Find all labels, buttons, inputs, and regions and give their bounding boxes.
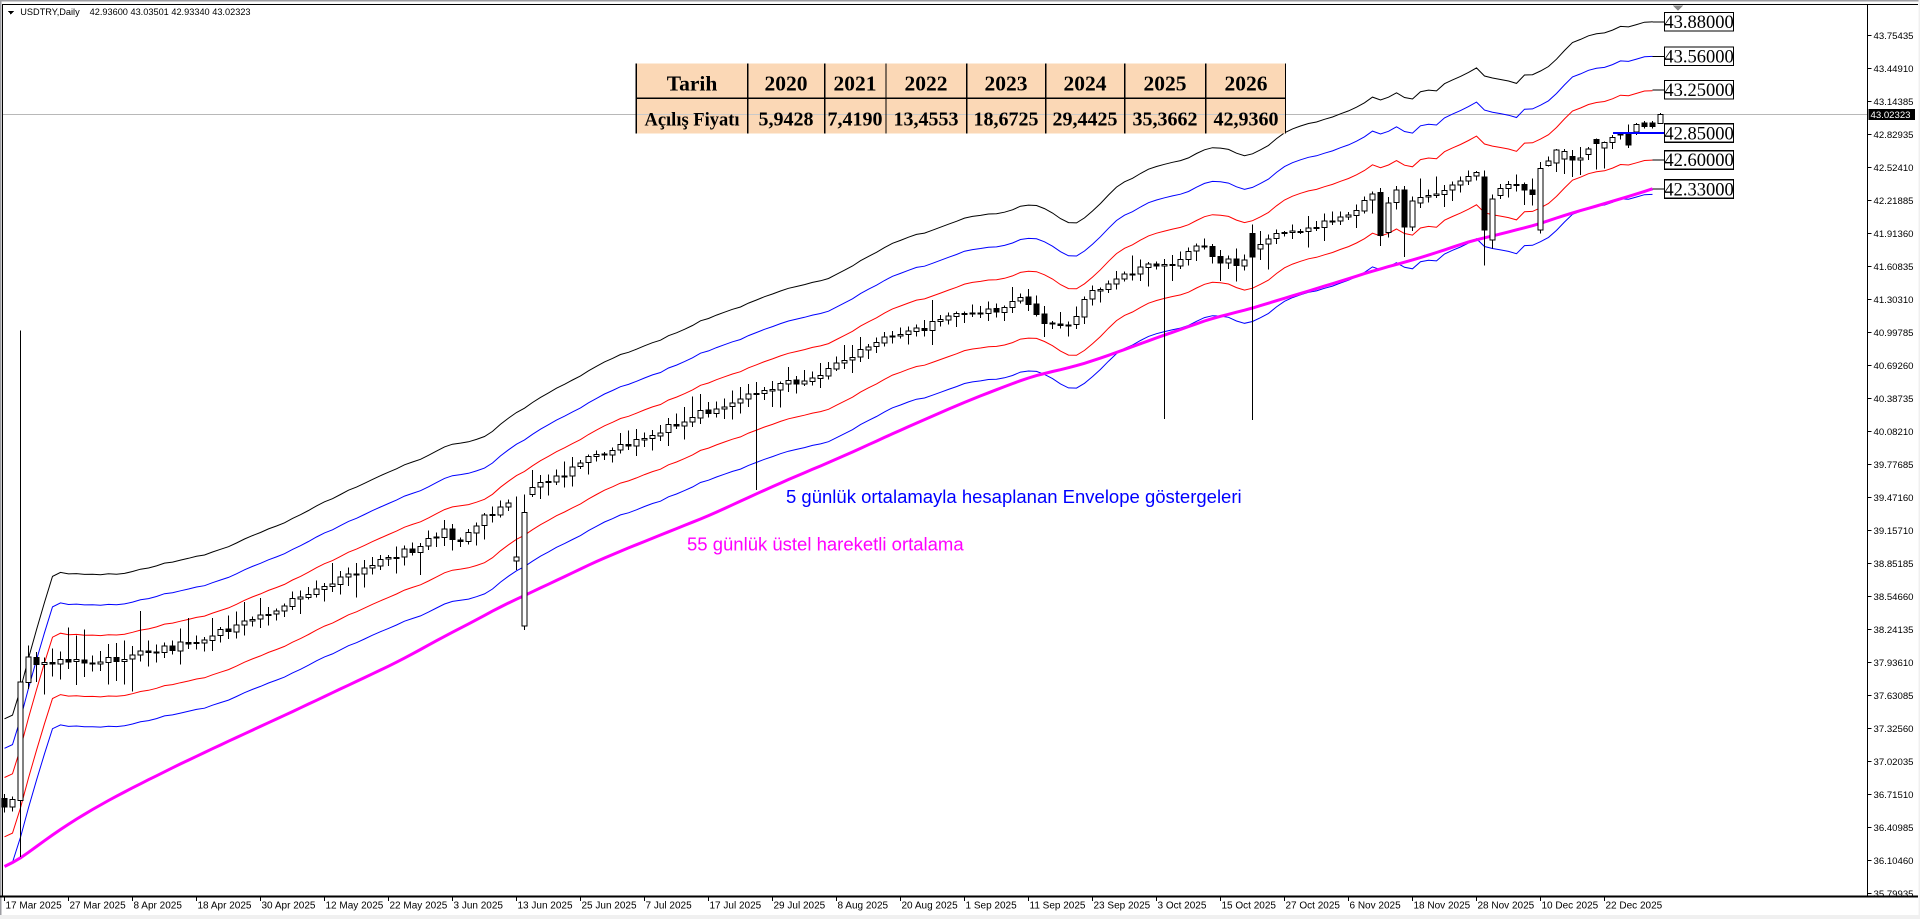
svg-text:18,6725: 18,6725 xyxy=(974,109,1039,131)
svg-text:42.93600 43.03501 42.93340 43.: 42.93600 43.03501 42.93340 43.02323 xyxy=(90,7,251,17)
svg-text:36.71510: 36.71510 xyxy=(1874,790,1914,801)
svg-text:38.54660: 38.54660 xyxy=(1874,592,1914,603)
svg-text:2022: 2022 xyxy=(905,72,948,96)
svg-text:3 Jun 2025: 3 Jun 2025 xyxy=(454,901,504,912)
svg-text:41.91360: 41.91360 xyxy=(1874,229,1914,240)
svg-text:42.52410: 42.52410 xyxy=(1874,163,1914,174)
svg-text:22 Dec 2025: 22 Dec 2025 xyxy=(1606,901,1663,912)
svg-text:30 Apr 2025: 30 Apr 2025 xyxy=(262,901,316,912)
svg-text:7,4190: 7,4190 xyxy=(828,109,883,131)
svg-text:28 Nov 2025: 28 Nov 2025 xyxy=(1478,901,1535,912)
svg-text:13,4553: 13,4553 xyxy=(894,109,959,131)
svg-text:11 Sep 2025: 11 Sep 2025 xyxy=(1030,901,1086,912)
svg-text:27 Mar 2025: 27 Mar 2025 xyxy=(70,901,127,912)
svg-text:37.93610: 37.93610 xyxy=(1874,658,1914,669)
svg-text:8 Aug 2025: 8 Aug 2025 xyxy=(838,901,889,912)
svg-text:43.75435: 43.75435 xyxy=(1874,31,1914,42)
svg-text:5 günlük ortalamayla hesaplana: 5 günlük ortalamayla hesaplanan Envelope… xyxy=(786,486,1242,507)
svg-text:38.24135: 38.24135 xyxy=(1874,625,1914,636)
svg-text:42.85000: 42.85000 xyxy=(1664,124,1733,144)
svg-text:40.69260: 40.69260 xyxy=(1874,361,1914,372)
svg-text:2021: 2021 xyxy=(834,72,877,96)
svg-text:35.79935: 35.79935 xyxy=(1874,889,1914,900)
svg-text:42.60000: 42.60000 xyxy=(1664,151,1733,171)
svg-text:6 Nov 2025: 6 Nov 2025 xyxy=(1350,901,1402,912)
svg-text:5,9428: 5,9428 xyxy=(759,109,814,131)
svg-text:43.56000: 43.56000 xyxy=(1664,48,1733,68)
svg-text:37.32560: 37.32560 xyxy=(1874,724,1914,735)
svg-text:2025: 2025 xyxy=(1144,72,1187,96)
svg-text:55 günlük üstel hareketli orta: 55 günlük üstel hareketli ortalama xyxy=(687,534,964,555)
svg-text:20 Aug 2025: 20 Aug 2025 xyxy=(902,901,959,912)
svg-text:Açılış Fiyatı: Açılış Fiyatı xyxy=(644,111,739,131)
svg-text:39.47160: 39.47160 xyxy=(1874,493,1914,504)
svg-text:18 Apr 2025: 18 Apr 2025 xyxy=(198,901,252,912)
svg-text:2023: 2023 xyxy=(985,72,1028,96)
svg-text:43.88000: 43.88000 xyxy=(1664,13,1733,33)
svg-text:2026: 2026 xyxy=(1225,72,1268,96)
svg-text:25 Jun 2025: 25 Jun 2025 xyxy=(582,901,637,912)
svg-text:29 Jul 2025: 29 Jul 2025 xyxy=(774,901,826,912)
svg-text:39.77685: 39.77685 xyxy=(1874,460,1914,471)
svg-text:17 Jul 2025: 17 Jul 2025 xyxy=(710,901,762,912)
svg-text:12 May 2025: 12 May 2025 xyxy=(326,901,384,912)
svg-text:35,3662: 35,3662 xyxy=(1133,109,1198,131)
svg-text:27 Oct 2025: 27 Oct 2025 xyxy=(1286,901,1341,912)
svg-text:42.21885: 42.21885 xyxy=(1874,196,1914,207)
svg-text:42.33000: 42.33000 xyxy=(1664,180,1733,200)
svg-text:36.40985: 36.40985 xyxy=(1874,823,1914,834)
svg-text:2020: 2020 xyxy=(765,72,808,96)
svg-text:7 Jul 2025: 7 Jul 2025 xyxy=(646,901,693,912)
svg-text:43.44910: 43.44910 xyxy=(1874,64,1914,75)
svg-text:40.08210: 40.08210 xyxy=(1874,427,1914,438)
svg-text:Tarih: Tarih xyxy=(667,72,718,96)
svg-text:3 Oct 2025: 3 Oct 2025 xyxy=(1158,901,1207,912)
svg-text:1 Sep 2025: 1 Sep 2025 xyxy=(966,901,1018,912)
svg-text:43.02323: 43.02323 xyxy=(1871,110,1911,121)
svg-text:41.30310: 41.30310 xyxy=(1874,295,1914,306)
svg-text:39.15710: 39.15710 xyxy=(1874,526,1914,537)
svg-text:42,9360: 42,9360 xyxy=(1214,109,1279,131)
svg-text:42.82935: 42.82935 xyxy=(1874,130,1914,141)
svg-text:23 Sep 2025: 23 Sep 2025 xyxy=(1094,901,1151,912)
svg-text:17 Mar 2025: 17 Mar 2025 xyxy=(6,901,63,912)
svg-text:36.10460: 36.10460 xyxy=(1874,856,1914,867)
svg-text:43.14385: 43.14385 xyxy=(1874,97,1914,108)
svg-text:18 Nov 2025: 18 Nov 2025 xyxy=(1414,901,1471,912)
svg-text:15 Oct 2025: 15 Oct 2025 xyxy=(1222,901,1277,912)
svg-text:8 Apr 2025: 8 Apr 2025 xyxy=(134,901,183,912)
svg-text:29,4425: 29,4425 xyxy=(1053,109,1118,131)
svg-text:USDTRY,Daily: USDTRY,Daily xyxy=(20,7,80,17)
svg-text:40.38735: 40.38735 xyxy=(1874,394,1914,405)
svg-text:37.02035: 37.02035 xyxy=(1874,757,1914,768)
svg-text:41.60835: 41.60835 xyxy=(1874,262,1914,273)
svg-text:13 Jun 2025: 13 Jun 2025 xyxy=(518,901,573,912)
svg-text:43.25000: 43.25000 xyxy=(1664,81,1733,101)
svg-text:38.85185: 38.85185 xyxy=(1874,559,1914,570)
svg-text:22 May 2025: 22 May 2025 xyxy=(390,901,448,912)
svg-text:37.63085: 37.63085 xyxy=(1874,691,1914,702)
svg-text:2024: 2024 xyxy=(1064,72,1107,96)
svg-text:10 Dec 2025: 10 Dec 2025 xyxy=(1542,901,1599,912)
svg-text:40.99785: 40.99785 xyxy=(1874,328,1914,339)
